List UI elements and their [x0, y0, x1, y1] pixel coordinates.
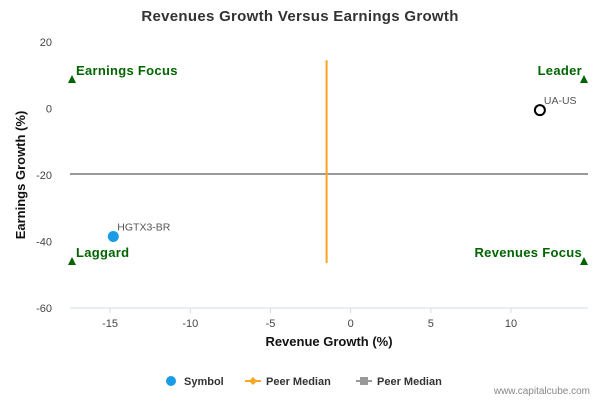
- x-tick-label: -5: [266, 318, 276, 330]
- y-tick-label: -20: [36, 170, 52, 182]
- data-point-hgtx3-br[interactable]: [107, 231, 119, 243]
- legend-label[interactable]: Symbol: [184, 376, 224, 388]
- x-tick-label: 10: [505, 318, 517, 330]
- quadrant-label-laggard: Laggard: [76, 245, 129, 260]
- axes-layer: -15 -10 -5 0 5 10 20 0 -20 -40 -60: [36, 37, 588, 330]
- data-label-hgtx3-br: HGTX3-BR: [117, 222, 171, 234]
- y-tick-label: -60: [36, 303, 52, 315]
- quadrant-layer: Earnings Focus Leader Laggard Revenues Focu…: [68, 63, 588, 265]
- quadrant-label-earnings-focus: Earnings Focus: [76, 63, 178, 78]
- y-tick-label: -40: [36, 237, 52, 249]
- data-point-ua-us[interactable]: [533, 104, 546, 117]
- x-tick-label: -10: [182, 318, 198, 330]
- legend-label[interactable]: Peer Median: [377, 376, 442, 388]
- x-tick-label: 5: [428, 318, 434, 330]
- legend-label[interactable]: Peer Median: [266, 376, 331, 388]
- laggard-marker: [68, 257, 76, 265]
- legend-symbol-circle: [166, 376, 176, 386]
- y-tick-label: 0: [46, 104, 52, 116]
- earnings-focus-marker: [68, 75, 76, 83]
- x-tick-label: -15: [102, 318, 118, 330]
- points-layer: HGTX3-BR UA-US: [107, 95, 577, 243]
- revenues-focus-marker: [580, 257, 588, 265]
- y-tick-label: 20: [40, 37, 52, 49]
- chart-title: Revenues Growth Versus Earnings Growth: [141, 8, 458, 25]
- median-layer: [70, 60, 588, 264]
- legend: Symbol Peer Median Peer Median: [166, 376, 442, 388]
- watermark-text: www.capitalcube.com: [493, 386, 590, 397]
- y-axis-title: Earnings Growth (%): [13, 111, 28, 240]
- quadrant-label-revenues-focus: Revenues Focus: [474, 245, 582, 260]
- quadrant-label-leader: Leader: [538, 63, 582, 78]
- legend-symbol-diamond: [249, 377, 257, 385]
- x-tick-label: 0: [348, 318, 354, 330]
- x-axis-title: Revenue Growth (%): [265, 334, 392, 349]
- data-label-ua-us: UA-US: [544, 95, 577, 107]
- leader-marker: [580, 75, 588, 83]
- legend-symbol-square: [360, 377, 368, 385]
